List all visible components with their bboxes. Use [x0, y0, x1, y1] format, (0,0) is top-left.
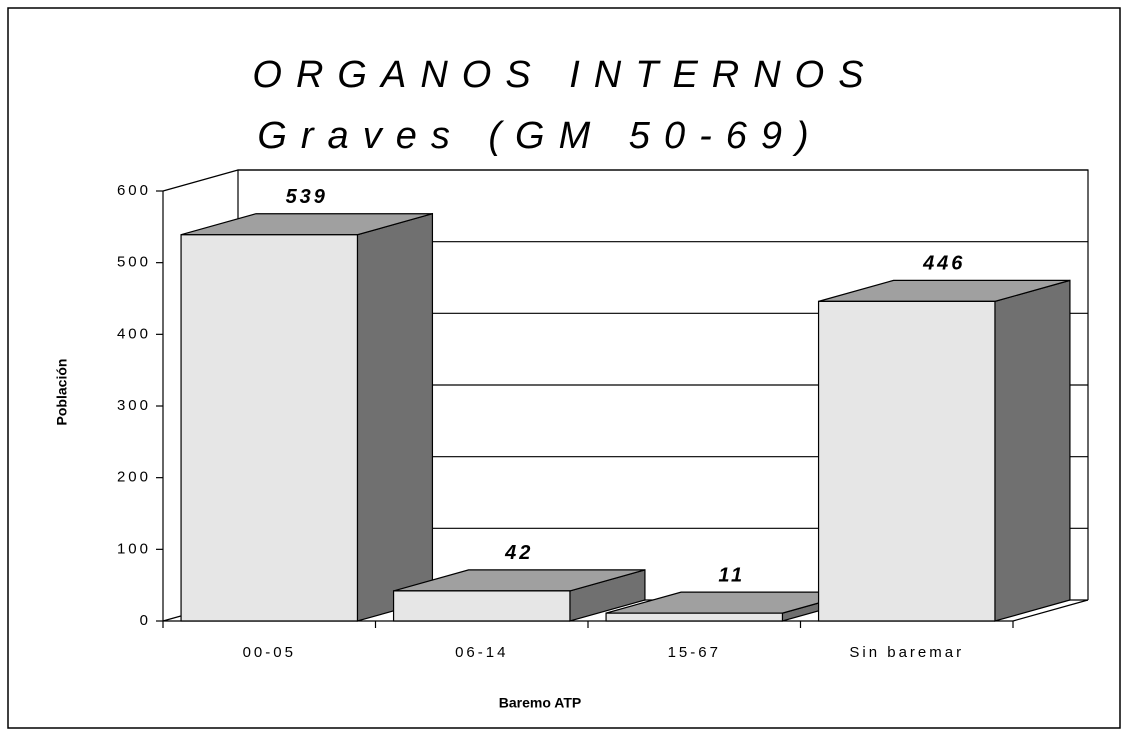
bar-side — [994, 279, 1071, 622]
value-label: 42 — [504, 542, 533, 564]
y-tick-label: 200 — [117, 469, 151, 486]
value-label: 446 — [922, 253, 965, 275]
bar-front — [392, 590, 571, 622]
frame — [7, 7, 1121, 729]
x-tick-label: 06-14 — [455, 644, 508, 661]
bar — [180, 212, 434, 622]
bar-front — [605, 612, 784, 622]
floor-right — [1012, 599, 1089, 622]
x-tick-label: Sin baremar — [849, 644, 964, 661]
bar-front — [180, 234, 359, 622]
y-tick-label: 500 — [117, 254, 151, 271]
value-label: 539 — [286, 186, 328, 208]
chart-subtitle: Graves (GM 50-69) — [257, 115, 822, 157]
chart-title: ORGANOS INTERNOS — [252, 54, 877, 96]
x-axis-title: Baremo ATP — [499, 695, 581, 711]
y-tick-label: 400 — [117, 325, 151, 342]
y-tick-label: 100 — [117, 540, 151, 557]
bar-front — [817, 300, 996, 622]
bar — [392, 569, 646, 622]
bar-side — [356, 212, 434, 622]
bar — [817, 279, 1071, 622]
top-left — [162, 169, 239, 192]
x-tick-label: 15-67 — [668, 644, 721, 661]
y-axis-title: Población — [54, 359, 70, 426]
y-tick-label: 0 — [140, 612, 151, 629]
y-tick-label: 300 — [117, 397, 151, 414]
y-tick-label: 600 — [117, 182, 151, 199]
x-tick-label: 00-05 — [243, 644, 296, 661]
value-label: 11 — [718, 564, 745, 586]
